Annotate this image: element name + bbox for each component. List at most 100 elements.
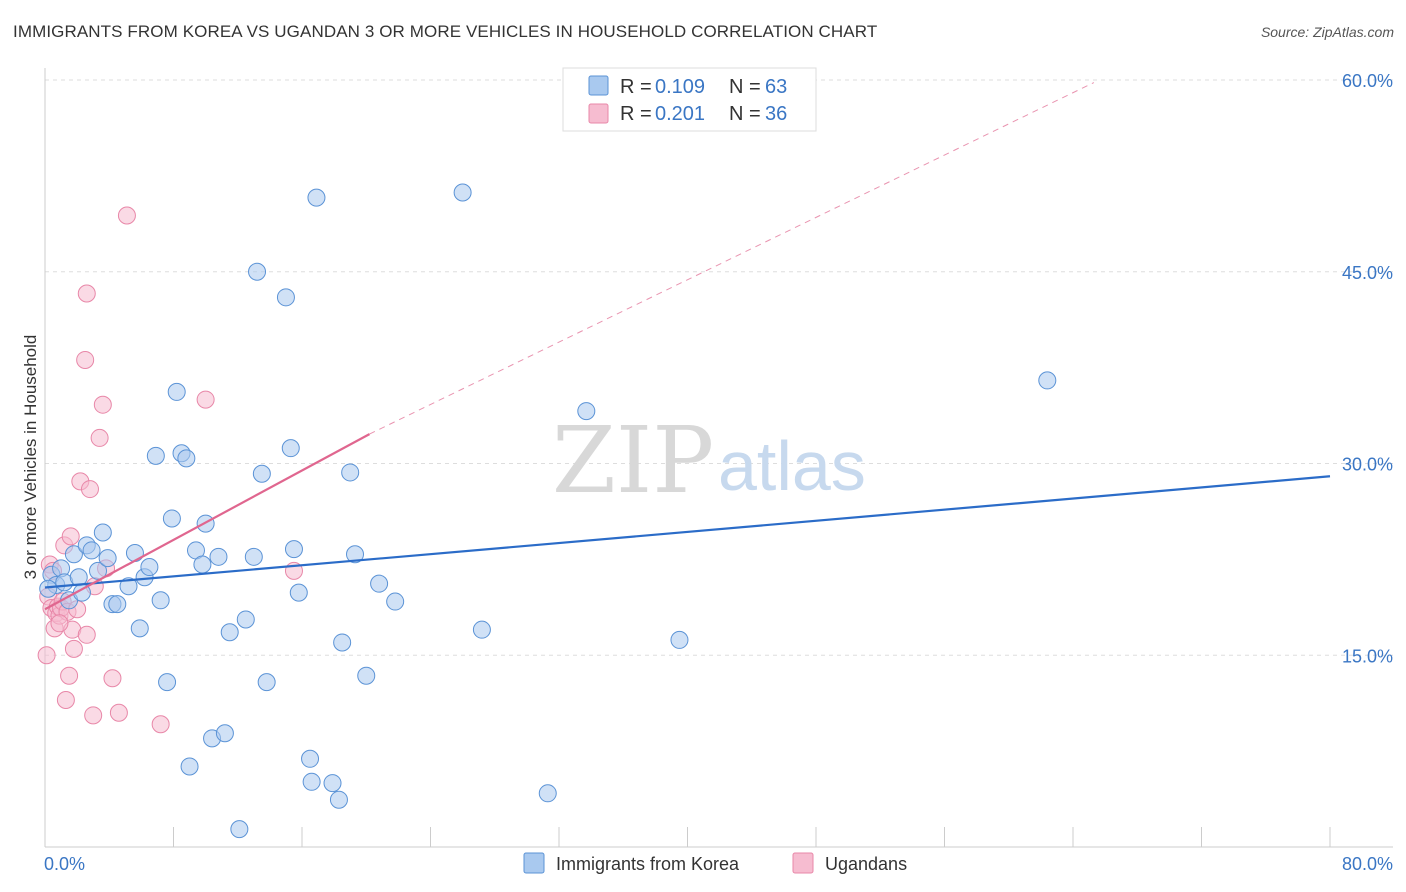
- source-label: Source: ZipAtlas.com: [1260, 24, 1394, 40]
- uganda-point: [90, 428, 109, 447]
- correlation-legend: R = 0.109 N = 63 R = 0.201 N = 36: [562, 67, 817, 132]
- legend-n-label-uganda: N =: [729, 103, 761, 125]
- korea-point: [301, 749, 320, 768]
- korea-point: [329, 790, 348, 809]
- legend-r-label-korea: R =: [620, 76, 652, 98]
- uganda-point: [103, 669, 122, 688]
- axes: [44, 68, 1393, 848]
- uganda-point: [64, 639, 83, 658]
- legend-n-value-uganda: 36: [765, 103, 787, 125]
- korea-point: [281, 439, 300, 458]
- y-tick-label: 15.0%: [1342, 646, 1393, 666]
- korea-point: [284, 540, 303, 559]
- korea-point: [220, 623, 239, 642]
- korea-point: [108, 595, 127, 614]
- korea-point: [252, 464, 271, 483]
- korea-point: [162, 509, 181, 528]
- watermark-atlas: atlas: [718, 427, 866, 505]
- uganda-point: [50, 614, 69, 633]
- bottom-legend-label-uganda: Ugandans: [825, 854, 907, 874]
- korea-point: [341, 463, 360, 482]
- bottom-legend-label-korea: Immigrants from Korea: [556, 854, 740, 874]
- korea-point: [236, 610, 255, 629]
- legend-r-value-korea: 0.109: [655, 76, 705, 98]
- uganda-point: [109, 703, 128, 722]
- korea-point: [357, 666, 376, 685]
- uganda-point: [93, 395, 112, 414]
- gridlines: [45, 79, 1393, 656]
- korea-point: [538, 784, 557, 803]
- y-tick-labels: 15.0% 30.0% 45.0% 60.0%: [1342, 71, 1393, 666]
- legend-n-label-korea: N =: [729, 76, 761, 98]
- y-axis-label: 3 or more Vehicles in Household: [21, 335, 40, 580]
- watermark-zip: ZIP: [552, 407, 714, 514]
- uganda-point: [61, 527, 80, 546]
- korea-point: [167, 382, 186, 401]
- korea-point: [180, 757, 199, 776]
- korea-series: [39, 183, 1057, 839]
- uganda-point: [60, 666, 79, 685]
- korea-point: [215, 724, 234, 743]
- uganda-point: [117, 206, 136, 225]
- y-tick-label: 45.0%: [1342, 263, 1393, 283]
- uganda-point: [37, 646, 56, 665]
- korea-point: [98, 549, 117, 568]
- uganda-point: [76, 350, 95, 369]
- korea-point: [130, 619, 149, 638]
- korea-point: [193, 555, 212, 574]
- legend-swatch-korea: [588, 75, 609, 96]
- korea-point: [125, 543, 144, 562]
- korea-point: [386, 592, 405, 611]
- korea-point: [670, 630, 689, 649]
- korea-point: [257, 673, 276, 692]
- bottom-legend-swatch-uganda: [792, 852, 814, 874]
- korea-point: [64, 545, 83, 564]
- uganda-point: [151, 715, 170, 734]
- uganda-trend-extension: [369, 82, 1095, 435]
- korea-point: [370, 574, 389, 593]
- korea-point: [230, 820, 249, 839]
- korea-point: [140, 558, 159, 577]
- x-tick-label-max: 80.0%: [1342, 854, 1393, 874]
- legend-n-value-korea: 63: [765, 76, 787, 98]
- korea-point: [248, 262, 267, 281]
- uganda-point: [77, 284, 96, 303]
- uganda-point: [80, 480, 99, 499]
- korea-point: [93, 523, 112, 542]
- uganda-point: [56, 690, 75, 709]
- korea-point: [177, 449, 196, 468]
- uganda-trend-line: [44, 433, 370, 611]
- y-tick-label: 60.0%: [1342, 71, 1393, 91]
- uganda-point: [84, 706, 103, 725]
- series-legend: Immigrants from Korea Ugandans: [523, 852, 907, 874]
- korea-point: [333, 633, 352, 652]
- korea-point: [158, 673, 177, 692]
- korea-point: [119, 577, 138, 596]
- korea-trend-line: [44, 475, 1331, 589]
- korea-point: [209, 547, 228, 566]
- korea-point: [346, 545, 365, 564]
- korea-point: [302, 772, 321, 791]
- uganda-point: [77, 625, 96, 644]
- bottom-legend-swatch-korea: [523, 852, 545, 874]
- korea-point: [1038, 371, 1057, 390]
- korea-point: [453, 183, 472, 202]
- legend-swatch-uganda: [588, 103, 609, 124]
- korea-point: [146, 446, 165, 465]
- uganda-point: [196, 390, 215, 409]
- korea-point: [289, 583, 308, 602]
- trend-lines: [44, 82, 1331, 611]
- korea-point: [244, 547, 263, 566]
- watermark: ZIP atlas: [552, 407, 866, 514]
- korea-point: [307, 188, 326, 207]
- korea-point: [323, 774, 342, 793]
- korea-point: [39, 579, 58, 598]
- korea-point: [577, 402, 596, 421]
- korea-point: [472, 620, 491, 639]
- y-tick-label: 30.0%: [1342, 455, 1393, 475]
- korea-point: [151, 591, 170, 610]
- legend-r-value-uganda: 0.201: [655, 103, 705, 125]
- chart-title: IMMIGRANTS FROM KOREA VS UGANDAN 3 OR MO…: [13, 22, 878, 41]
- korea-point: [276, 288, 295, 307]
